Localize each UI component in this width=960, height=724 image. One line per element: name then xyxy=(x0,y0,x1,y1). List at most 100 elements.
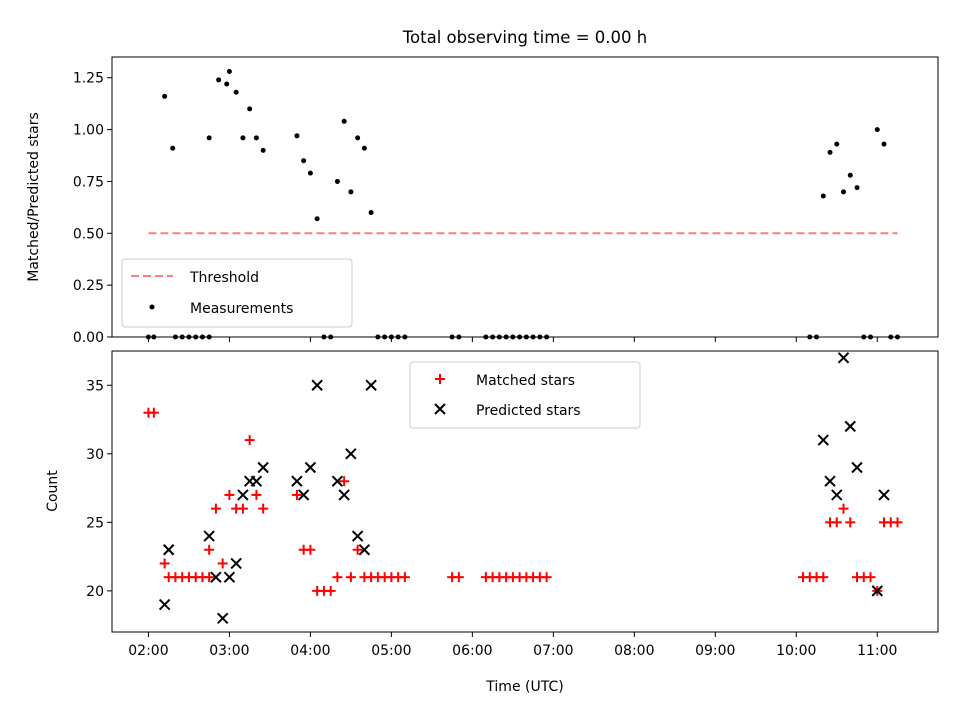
matched-star-point xyxy=(865,572,876,583)
predicted-stars-points xyxy=(158,352,890,624)
predicted-star-point xyxy=(223,571,236,583)
matched-star-point xyxy=(339,476,350,487)
matched-star-point xyxy=(305,544,316,555)
predicted-star-point xyxy=(230,557,242,570)
bottom-x-tick-label: 09:00 xyxy=(695,643,735,659)
bottom-x-tick-label: 11:00 xyxy=(857,643,897,659)
predicted-star-point xyxy=(250,475,263,487)
measurement-point xyxy=(253,135,259,141)
matched-star-point xyxy=(291,489,302,500)
top-chart-title: Total observing time = 0.00 h xyxy=(402,28,647,47)
measurement-point xyxy=(224,81,230,87)
top-y-tick-label: 1.00 xyxy=(73,123,104,139)
measurement-point xyxy=(341,118,347,124)
top-y-tick-label: 0.00 xyxy=(73,330,104,346)
measurement-point xyxy=(294,133,300,139)
predicted-star-point xyxy=(824,475,836,487)
bottom-x-tick-label: 05:00 xyxy=(371,643,411,659)
matched-star-point xyxy=(399,572,410,583)
predicted-star-point xyxy=(257,461,269,474)
bottom-x-tick-label: 03:00 xyxy=(209,643,249,659)
predicted-star-point xyxy=(297,489,310,501)
legend-matched-label: Matched stars xyxy=(476,373,575,389)
legend-matched-swatch xyxy=(435,374,445,384)
matched-star-point xyxy=(217,558,228,569)
predicted-star-point xyxy=(358,544,371,556)
top-axes-frame xyxy=(111,56,939,338)
predicted-star-point xyxy=(216,612,229,624)
bottom-x-tick-label: 10:00 xyxy=(776,643,816,659)
predicted-star-point xyxy=(311,379,323,391)
measurement-point xyxy=(847,172,853,178)
measurement-point xyxy=(348,189,354,195)
matched-star-point xyxy=(845,517,856,528)
measurement-point xyxy=(240,135,246,141)
bottom-y-tick-label: 30 xyxy=(86,447,104,463)
matched-star-point xyxy=(237,503,248,514)
matched-star-point xyxy=(892,517,903,528)
measurement-point xyxy=(334,178,340,184)
legend-threshold-label: Threshold xyxy=(189,270,259,286)
measurement-point xyxy=(368,210,374,216)
predicted-star-point xyxy=(871,585,883,597)
top-panel: Total observing time = 0.00 h 0.000.250.… xyxy=(26,28,939,346)
matched-star-point xyxy=(204,572,215,583)
top-legend-box xyxy=(121,258,353,328)
top-y-tick-label: 1.25 xyxy=(73,71,104,87)
bottom-legend: Matched stars Predicted stars xyxy=(409,361,641,429)
matched-star-point xyxy=(838,503,849,514)
legend-predicted-label: Predicted stars xyxy=(476,403,581,419)
predicted-star-point xyxy=(158,598,171,611)
predicted-star-point xyxy=(351,530,364,542)
measurement-point xyxy=(170,145,176,151)
legend-measurements-swatch xyxy=(149,304,155,310)
bottom-x-axis-label: Time (UTC) xyxy=(485,679,563,695)
matched-star-point xyxy=(831,517,842,528)
predicted-star-point xyxy=(831,489,843,501)
legend-predicted-swatch xyxy=(434,403,446,415)
matched-star-point xyxy=(818,572,829,583)
predicted-star-point xyxy=(304,461,317,474)
matched-star-point xyxy=(258,503,269,514)
matched-star-point xyxy=(210,503,221,514)
measurement-point xyxy=(874,127,880,133)
predicted-star-point xyxy=(162,544,175,556)
measurement-point xyxy=(216,77,222,83)
bottom-y-ticks: 20 25 30 35 xyxy=(86,378,112,600)
measurement-point xyxy=(314,216,320,222)
measurement-point xyxy=(820,193,826,199)
predicted-star-point xyxy=(817,434,829,446)
bottom-y-tick-label: 35 xyxy=(86,378,104,394)
matched-star-point xyxy=(148,407,159,418)
legend-predicted-marker xyxy=(434,403,446,415)
measurement-point xyxy=(233,89,239,95)
measurement-point xyxy=(301,158,307,164)
measurement-point xyxy=(854,185,860,191)
predicted-star-point xyxy=(878,489,890,501)
predicted-star-point xyxy=(338,489,350,501)
predicted-star-point xyxy=(203,530,215,542)
measurement-point xyxy=(307,170,313,176)
predicted-star-point xyxy=(365,379,377,391)
matched-star-point xyxy=(345,572,356,583)
matched-star-point xyxy=(204,544,215,555)
bottom-y-tick-label: 25 xyxy=(86,515,104,531)
matched-star-point xyxy=(332,572,343,583)
bottom-axes-frame xyxy=(111,350,939,633)
measurement-point xyxy=(247,106,253,112)
bottom-x-tick-label: 08:00 xyxy=(614,643,654,659)
measurement-point xyxy=(260,147,266,153)
bottom-y-tick-label: 20 xyxy=(86,584,104,600)
predicted-star-point xyxy=(237,489,249,501)
matched-star-point xyxy=(224,489,235,500)
matched-star-point xyxy=(244,435,255,446)
bottom-x-tick-label: 02:00 xyxy=(128,643,168,659)
measurement-point xyxy=(841,189,847,195)
predicted-star-point xyxy=(210,571,222,583)
measurement-point xyxy=(226,69,232,75)
bottom-x-ticks: 02:00 03:00 04:00 05:00 06:00 07:00 08:00 09:00… xyxy=(128,632,897,659)
predicted-star-point xyxy=(837,352,850,364)
